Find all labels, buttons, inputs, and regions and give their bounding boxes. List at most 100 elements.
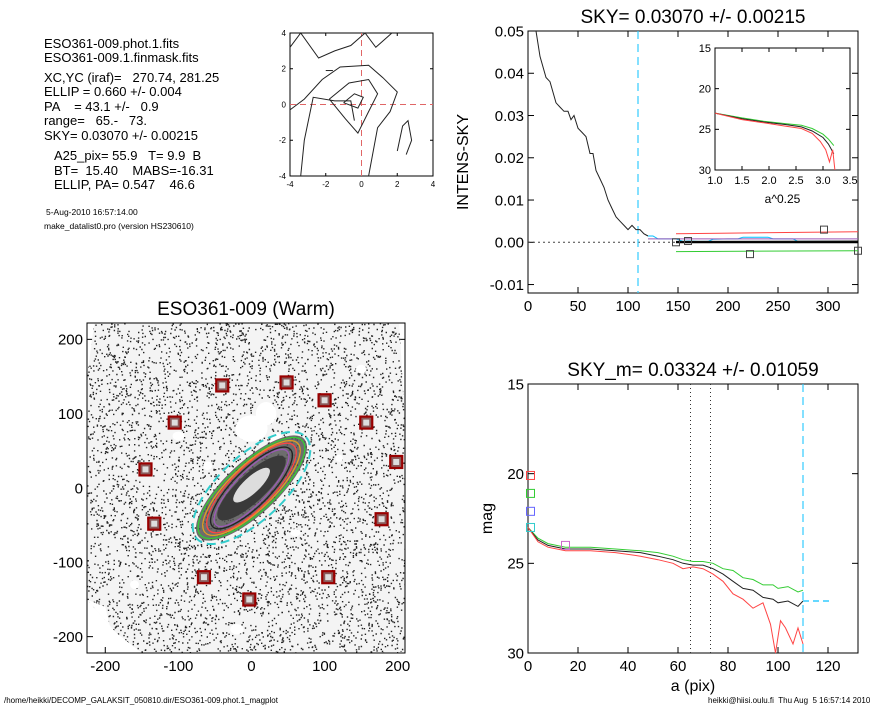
sky-box-inner [171,419,178,426]
contour-line [289,64,398,177]
isophote-ellipse [209,446,293,530]
galaxy-image-ytick-label: -200 [53,629,83,646]
sky-inset-xtick-label: 3.5 [842,175,857,187]
galaxy-image-xtick-label: -200 [90,658,120,675]
sky-marker [854,246,862,255]
sky-profile-xtick-label: 150 [665,298,690,315]
mag-profile-ytick-label: 30 [507,645,524,662]
galaxy-image-ytick-label: 100 [58,406,83,423]
sky-profile-xtick-label: 100 [615,298,640,315]
info-range: range= 65.- 73. [44,113,147,128]
galaxy-image-ytick-label: -100 [53,555,83,572]
masked-region [172,431,185,441]
contour-line [343,93,364,109]
contour-line [328,78,379,134]
sky-series-0 [535,30,649,237]
sky-profile-title: SKY= 0.03070 +/- 0.00215 [580,7,805,28]
sky-profile-xtick-label: 0 [524,298,532,315]
mag-series-2 [527,527,804,654]
masked-region [335,454,343,462]
sky-series-6 [675,250,859,253]
galaxy-image-xtick-label: 200 [385,658,410,675]
sky-profile-xtick-label: 200 [715,298,740,315]
galaxy-image-xtick-label: -100 [163,658,193,675]
galaxy-bright-center [233,467,270,503]
center-contour-xtick-label: 4 [431,180,436,189]
sky-inset-ytick-label: 30 [699,165,711,177]
center-contour-xtick-label: 0 [359,180,364,189]
isophote-ellipse [206,442,297,534]
masked-region [130,580,139,590]
contour-line [396,119,413,155]
sky-inset-xtick-label: 2.0 [761,175,776,187]
center-contour-xtick-label: -4 [286,180,294,189]
masked-region [230,624,244,635]
sky-box-inner [246,596,253,603]
info-a25: A25_pix= 55.9 T= 9.9 B [54,148,202,163]
mag-marker [561,540,570,550]
mag-profile-frame [527,383,859,654]
sky-profile-ylabel: INTENS-SKY [455,114,472,210]
center-contour-ytick-label: 0 [282,100,287,109]
sky-box-inner [283,379,290,386]
sky-marker [820,225,828,234]
masked-region [356,364,367,374]
center-contour-xtick-label: -2 [322,180,330,189]
contour-line [289,32,393,59]
mag-profile-ytick-label: 25 [507,556,524,573]
inset-series-0 [714,112,835,146]
footer-path: /home/heikki/DECOMP_GALAKSIT_050810.dir/… [4,696,278,705]
sky-profile-ytick-label: 0.04 [495,66,524,83]
sky-inset-ytick-label: 25 [699,124,711,136]
mag-profile-xtick-label: 80 [720,658,737,675]
sky-profile-frame [527,30,859,294]
sky-profile-ytick-label: 0.03 [495,108,524,125]
sky-marker [672,238,680,247]
info-bt: BT= 15.40 MABS=-16.31 [54,162,214,178]
masked-region [255,401,277,426]
galaxy-image-ytick-label: 0 [75,480,83,497]
mag-profile-ytick-label: 15 [507,376,524,393]
info-file1: ESO361-009.phot.1.fits [44,35,180,51]
info-ellip-pa: ELLIP, PA= 0.547 46.6 [54,177,195,192]
mag-marker [526,470,535,480]
sky-box-inner [363,419,370,426]
sky-inset-ytick-label: 15 [699,43,711,55]
sky-profile-ytick-label: -0.01 [490,277,524,294]
sky-profile-xtick-label: 50 [570,298,587,315]
mag-marker [526,522,535,532]
center-contour-ytick-label: -2 [279,136,287,145]
center-contour-ytick-label: 2 [282,65,287,74]
mag-marker [526,488,535,498]
mag-profile-xtick-label: 20 [570,658,587,675]
galaxy-image-title: ESO361-009 (Warm) [157,299,335,320]
sky-box-inner [321,397,328,404]
mag-profile-xtick-label: 120 [815,658,840,675]
footer-user: heikki@hiisi.oulu.fi Thu Aug 5 16:57:14 … [708,696,871,705]
center-contour-ytick-label: -4 [279,172,287,181]
sky-series-5 [675,231,859,235]
sky-box-inner [378,516,385,523]
sky-inset-frame [714,47,851,171]
center-contour-ytick-label: 4 [282,29,287,38]
sky-inset-xtick-label: 2.5 [788,175,803,187]
mag-profile-title: SKY_m= 0.03324 +/- 0.01059 [567,360,818,381]
sky-inset-xtick-label: 3.0 [815,175,830,187]
mag-series-1 [527,527,804,608]
field-noise [87,323,405,653]
mag-series-0 [527,527,804,593]
inset-series-1 [714,112,835,154]
masked-region [203,461,213,471]
mag-marker [526,506,535,516]
sky-box-inner [142,466,149,473]
galaxy-image-ytick-label: 200 [58,332,83,349]
info-program: make_datalist0.pro (version HS230610) [44,221,194,231]
sky-box-inner [393,458,400,465]
sky-inset-xlabel: a^0.25 [765,192,801,206]
mag-profile-ylabel: mag [479,503,496,534]
masked-region [290,528,301,537]
info-date: 5-Aug-2010 16:57:14.00 [46,207,138,217]
sky-box-inner [200,574,207,581]
sky-marker [746,250,754,259]
